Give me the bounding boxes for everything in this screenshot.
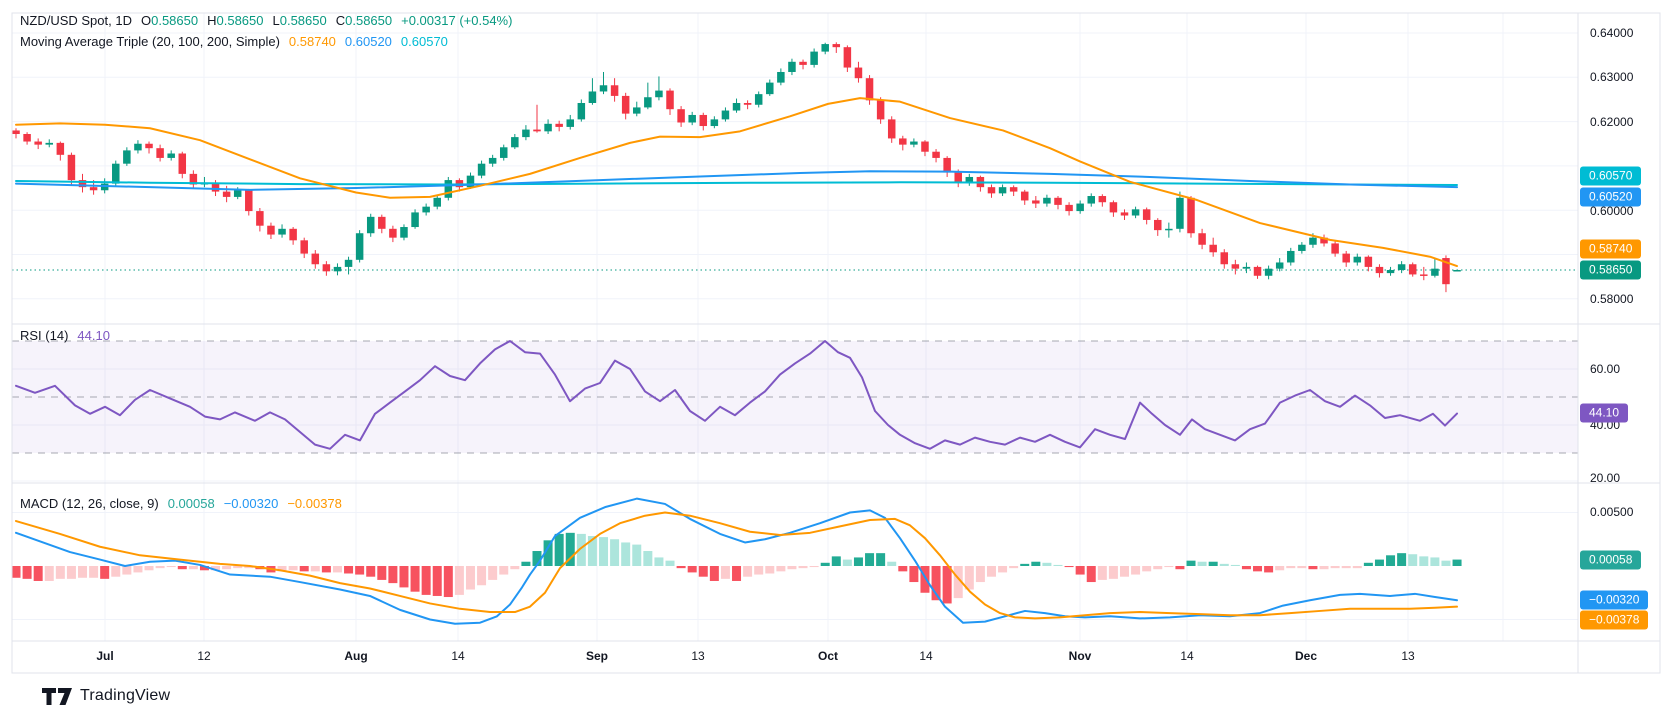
ma-legend: Moving Average Triple (20, 100, 200, Sim…: [20, 33, 448, 51]
time-axis-label: Oct: [817, 649, 839, 663]
symbol-title[interactable]: NZD/USD Spot, 1D: [20, 13, 132, 28]
macd-hist-value: 0.00058: [167, 496, 215, 511]
time-axis-label: Jul: [96, 649, 114, 663]
time-axis-label: 13: [691, 649, 705, 663]
axis-price-badge: 0.58740: [1580, 239, 1642, 259]
macd-legend: MACD (12, 26, close, 9) 0.00058 −0.00320…: [20, 495, 342, 513]
ohlc-low: L0.58650: [272, 13, 327, 28]
macd-signal-value: −0.00378: [287, 496, 342, 511]
time-axis-label: 12: [197, 649, 211, 663]
time-axis-label: Nov: [1068, 649, 1092, 663]
ma200-value: 0.60570: [400, 34, 448, 49]
ohlc-close: C0.58650: [335, 13, 393, 28]
macd-legend-title[interactable]: MACD (12, 26, close, 9): [20, 496, 159, 511]
axis-price-label: 0.58000: [1590, 292, 1634, 306]
rsi-value: 44.10: [77, 328, 110, 343]
axis-price-label: 0.63000: [1590, 70, 1634, 84]
time-axis-label: 14: [919, 649, 933, 663]
symbol-legend: NZD/USD Spot, 1D O0.58650 H0.58650 L0.58…: [20, 12, 512, 30]
time-axis-label: 13: [1401, 649, 1415, 663]
time-axis-label: Aug: [344, 649, 368, 663]
time-axis-label: 14: [451, 649, 465, 663]
axis-price-label: 60.00: [1590, 362, 1621, 376]
macd-line-value: −0.00320: [223, 496, 279, 511]
axis-price-label: 0.60000: [1590, 204, 1634, 218]
axis-price-badge: 44.10: [1580, 403, 1629, 423]
axis-price-label: 0.62000: [1590, 115, 1634, 129]
axis-price-badge: 0.60570: [1580, 166, 1642, 186]
axis-price-label: 0.00500: [1590, 505, 1634, 519]
ohlc-open: O0.58650: [140, 13, 199, 28]
rsi-legend: RSI (14) 44.10: [20, 327, 110, 345]
tradingview-logo-text: TradingView: [80, 687, 171, 704]
axis-price-badge: 0.00058: [1580, 550, 1642, 570]
axis-price-badge: 0.60520: [1580, 187, 1642, 207]
time-axis-label: Sep: [585, 649, 609, 663]
axis-price-badge: −0.00378: [1580, 610, 1649, 630]
rsi-legend-title[interactable]: RSI (14): [20, 328, 69, 343]
axis-price-badge: 0.58650: [1580, 260, 1642, 280]
price-change: +0.00317 (+0.54%): [401, 13, 513, 28]
ohlc-high: H0.58650: [207, 13, 264, 28]
axis-price-badge: −0.00320: [1580, 590, 1649, 610]
ma100-value: 0.60520: [344, 34, 392, 49]
ma-legend-title[interactable]: Moving Average Triple (20, 100, 200, Sim…: [20, 34, 280, 49]
axis-price-label: 0.64000: [1590, 26, 1634, 40]
ma20-value: 0.58740: [288, 34, 336, 49]
time-axis-label: 14: [1180, 649, 1194, 663]
axis-price-label: 20.00: [1590, 471, 1621, 485]
tradingview-logo-icon: [42, 687, 72, 705]
time-axis-label: Dec: [1294, 649, 1318, 663]
tradingview-logo[interactable]: TradingView: [42, 687, 170, 705]
